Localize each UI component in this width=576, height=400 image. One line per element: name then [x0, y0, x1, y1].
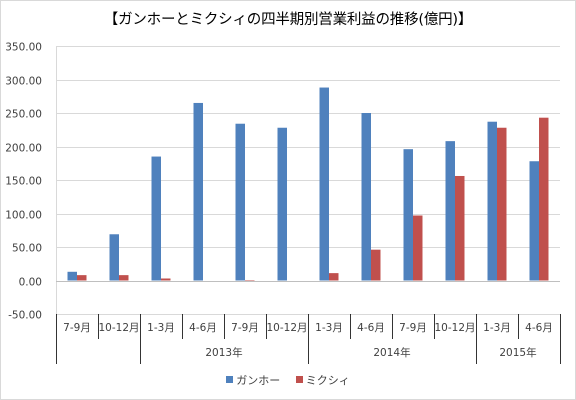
x-tick-label: 10-12月 — [434, 322, 475, 334]
x-tick-label: 10-12月 — [266, 322, 307, 334]
y-tick-label: 150.00 — [5, 176, 42, 188]
bar-gungho — [235, 123, 245, 281]
bar-gungho — [277, 127, 287, 281]
bar-mixi — [539, 117, 549, 281]
x-tick-label: 4-6月 — [525, 322, 553, 334]
legend: ガンホー ミクシィ — [0, 372, 576, 388]
x-tick-label: 1-3月 — [147, 322, 175, 334]
bar-gungho — [487, 121, 497, 281]
y-tick-label: 0.00 — [19, 277, 42, 289]
legend-label-mixi: ミクシィ — [305, 374, 350, 387]
x-tick-label: 10-12月 — [98, 322, 139, 334]
y-tick-label: -50.00 — [8, 310, 42, 322]
bar-gungho — [193, 102, 203, 281]
x-group-label: 2015年 — [499, 346, 536, 359]
bar-gungho — [109, 234, 119, 281]
bar-mixi — [497, 127, 507, 281]
bar-mixi — [77, 275, 87, 281]
chart-title: 【ガンホーとミクシィの四半期別営業利益の推移(億円)】 — [103, 12, 473, 28]
x-group-label: 2013年 — [205, 346, 242, 359]
x-tick-label: 1-3月 — [315, 322, 343, 334]
bar-gungho — [151, 156, 161, 281]
bar-mixi — [455, 175, 465, 281]
bar-mixi — [161, 278, 171, 281]
bar-mixi — [371, 249, 381, 281]
y-tick-label: 200.00 — [5, 143, 42, 155]
y-tick-label: 50.00 — [12, 243, 42, 255]
bar-mixi — [119, 275, 129, 281]
legend-swatch-mixi — [295, 375, 303, 383]
legend-item-gungho: ガンホー — [226, 372, 280, 388]
legend-item-mixi: ミクシィ — [295, 372, 350, 388]
bar-gungho — [403, 149, 413, 281]
legend-label-gungho: ガンホー — [236, 374, 281, 387]
bar-gungho — [361, 113, 371, 281]
bar-mixi — [329, 273, 339, 281]
bar-gungho — [319, 87, 329, 281]
y-tick-label: 250.00 — [5, 109, 42, 121]
bar-gungho — [67, 271, 77, 281]
y-tick-label: 350.00 — [5, 42, 42, 54]
y-tick-label: 100.00 — [5, 210, 42, 222]
legend-swatch-gungho — [226, 375, 234, 383]
x-tick-label: 7-9月 — [399, 322, 427, 334]
x-tick-label: 4-6月 — [357, 322, 385, 334]
x-tick-label: 4-6月 — [189, 322, 217, 334]
bar-gungho — [529, 161, 539, 281]
y-tick-label: 300.00 — [5, 76, 42, 88]
x-tick-label: 7-9月 — [231, 322, 259, 334]
x-tick-label: 7-9月 — [63, 322, 91, 334]
bar-mixi — [413, 215, 423, 281]
x-tick-label: 1-3月 — [483, 322, 511, 334]
x-group-label: 2014年 — [373, 346, 410, 359]
bar-gungho — [445, 141, 455, 281]
